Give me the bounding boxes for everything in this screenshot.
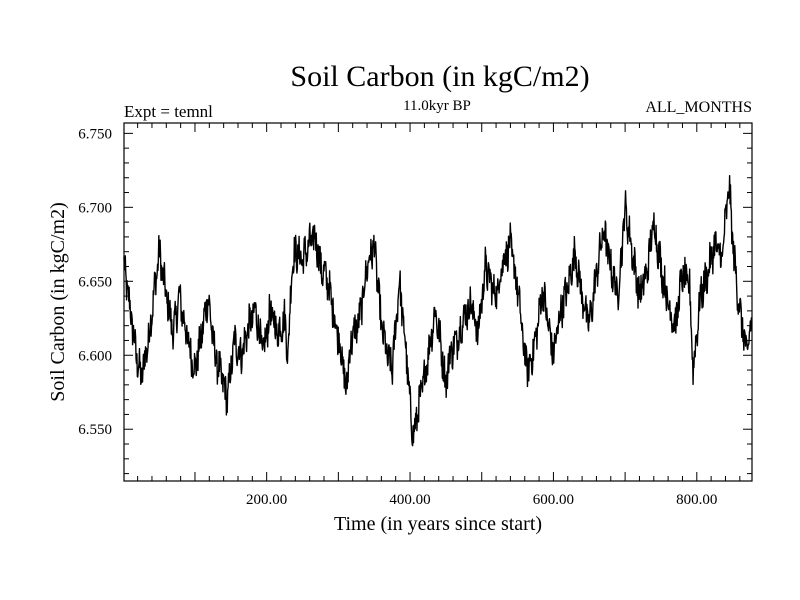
x-tick-label: 600.00 — [533, 492, 574, 508]
months-label: ALL_MONTHS — [645, 99, 752, 116]
chart-title: Soil Carbon (in kgC/m2) — [290, 60, 589, 93]
y-axis-label: Soil Carbon (in kgC/m2) — [47, 202, 69, 401]
chart-subtitle: 11.0kyr BP — [403, 98, 471, 114]
x-tick-label: 200.00 — [246, 492, 287, 508]
x-tick-label: 800.00 — [676, 492, 717, 508]
y-tick-label: 6.700 — [78, 200, 112, 216]
plot-area: 6.550 6.600 6.650 6.700 6.750 200.00 400.00 60… — [78, 122, 753, 508]
x-axis-label: Time (in years since start) — [334, 513, 542, 535]
plot-frame — [123, 122, 753, 482]
y-tick-label: 6.750 — [78, 126, 112, 142]
y-tick-label: 6.600 — [78, 348, 112, 364]
series-layer — [123, 174, 753, 447]
series-line — [123, 174, 753, 447]
experiment-label: Expt = temnl — [124, 102, 213, 121]
y-axis-ticks: 6.550 6.600 6.650 6.700 6.750 — [78, 126, 752, 475]
x-axis-ticks: 200.00 400.00 600.00 800.00 — [137, 123, 741, 508]
y-tick-label: 6.550 — [78, 422, 112, 438]
x-tick-label: 400.00 — [389, 492, 430, 508]
y-tick-label: 6.650 — [78, 274, 112, 290]
